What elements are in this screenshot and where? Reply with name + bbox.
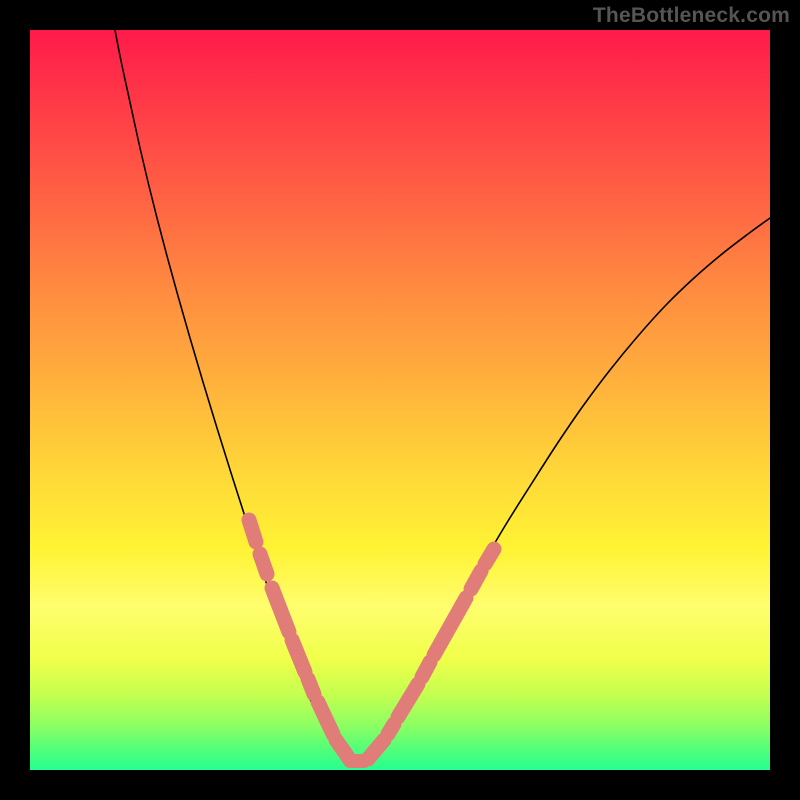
plot-area [30, 30, 770, 770]
marker-capsule [308, 679, 314, 694]
chart-svg [30, 30, 770, 770]
outer-frame: TheBottleneck.com [0, 0, 800, 800]
marker-capsule [471, 571, 481, 589]
marker-capsule [422, 662, 430, 677]
marker-capsule [260, 554, 267, 574]
marker-capsule [388, 724, 394, 734]
gradient-background [30, 30, 770, 770]
watermark-text: TheBottleneck.com [593, 4, 790, 28]
marker-capsule [485, 549, 494, 564]
marker-capsule [249, 520, 256, 542]
